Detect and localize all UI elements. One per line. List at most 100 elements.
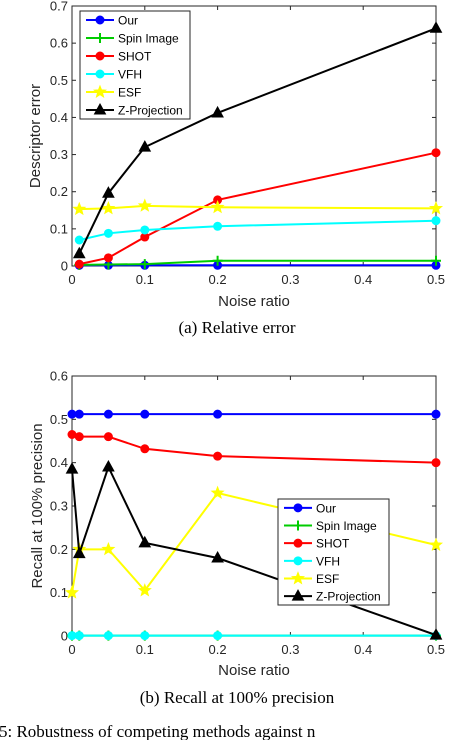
- data-point: [74, 432, 84, 442]
- series-our: [67, 409, 441, 419]
- legend-label: SHOT: [316, 537, 350, 551]
- data-point: [210, 199, 225, 214]
- x-tick-label: 0.5: [427, 642, 445, 657]
- data-point: [137, 198, 152, 212]
- y-tick-label: 0.6: [50, 36, 68, 51]
- chart-caption: (b) Recall at 100% precision: [140, 688, 335, 707]
- chart-relative-error: 0 0.1 0.2 0.3 0.4 0.5 0 0.1 0.2 0.3 0.4 0.5 0.6 0.7 No…: [27, 0, 445, 337]
- data-point: [139, 259, 150, 270]
- data-point: [213, 221, 223, 231]
- x-axis-label: Noise ratio: [218, 293, 290, 310]
- series-shot: [67, 430, 441, 468]
- y-tick-label: 0.7: [50, 0, 68, 14]
- legend-label: Z-Projection: [316, 590, 381, 604]
- x-tick-label: 0.3: [281, 642, 299, 657]
- legend-marker: [95, 33, 105, 43]
- data-point: [101, 201, 116, 215]
- data-point: [103, 228, 113, 238]
- legend-marker: [293, 520, 303, 531]
- y-tick-label: 0.4: [50, 455, 68, 470]
- legend-marker: [291, 589, 305, 601]
- y-tick-label: 0.5: [50, 73, 68, 88]
- legend-item: SHOT: [86, 50, 152, 64]
- legend-item: Spin Image: [284, 519, 377, 533]
- legend-item: ESF: [86, 84, 141, 100]
- y-tick-label: 0.2: [50, 184, 68, 199]
- series-shot: [74, 148, 441, 269]
- data-point: [431, 148, 441, 158]
- data-point: [140, 444, 150, 454]
- data-point: [64, 585, 80, 599]
- legend-label: ESF: [316, 572, 339, 586]
- legend-label: Z-Projection: [118, 104, 183, 118]
- data-point: [65, 462, 79, 474]
- y-axis-label: Recall at 100% precision: [29, 423, 46, 588]
- data-point: [74, 259, 84, 269]
- chart-recall: 0 0.1 0.2 0.3 0.4 0.5 0 0.1 0.2 0.3 0.4 0.5 0.6 Noise…: [29, 369, 445, 708]
- y-tick-label: 0.3: [50, 499, 68, 514]
- data-point: [431, 409, 441, 419]
- x-tick-label: 0: [68, 272, 75, 287]
- data-point: [211, 550, 224, 563]
- y-tick-label: 0.2: [50, 542, 68, 557]
- legend-marker: [293, 556, 303, 566]
- legend-item: Our: [284, 501, 336, 515]
- legend: Our Spin Image SHOT VFH ESF Z-Projection: [79, 10, 191, 120]
- series-line: [71, 464, 437, 637]
- legend-label: VFH: [118, 68, 142, 82]
- y-tick-label: 0.6: [50, 369, 68, 384]
- data-point: [213, 409, 223, 419]
- data-point: [137, 583, 152, 597]
- figure-caption-text: 5: Robustness of competing methods again…: [0, 722, 316, 740]
- legend-label: VFH: [316, 554, 340, 568]
- data-point: [428, 201, 444, 215]
- legend-item: Spin Image: [86, 32, 179, 46]
- data-point: [102, 186, 115, 198]
- legend-marker: [95, 69, 105, 79]
- legend-item: VFH: [86, 68, 142, 82]
- data-point: [72, 246, 86, 259]
- legend-label: ESF: [118, 86, 141, 100]
- legend-box: [79, 10, 191, 120]
- x-tick-label: 0.4: [354, 642, 372, 657]
- data-point: [210, 485, 225, 499]
- data-point: [213, 451, 223, 461]
- data-point: [428, 537, 444, 551]
- legend-marker: [293, 538, 303, 548]
- y-tick-label: 0: [61, 259, 68, 274]
- legend-label: SHOT: [118, 50, 152, 64]
- x-tick-label: 0.1: [136, 642, 154, 657]
- x-tick-label: 0.1: [136, 272, 154, 287]
- data-point: [429, 628, 443, 640]
- data-point: [103, 409, 113, 419]
- data-point: [103, 631, 113, 641]
- legend-marker: [93, 102, 107, 115]
- data-point: [72, 546, 86, 559]
- legend-marker: [290, 571, 306, 585]
- data-point: [102, 459, 115, 472]
- legend-item: Z-Projection: [284, 589, 381, 604]
- y-tick-label: 0.1: [50, 585, 68, 600]
- x-tick-label: 0.2: [209, 272, 227, 287]
- y-tick-label: 0.5: [50, 412, 68, 427]
- data-point: [138, 140, 152, 152]
- x-tick-label: 0.3: [281, 272, 299, 287]
- legend-item: ESF: [284, 571, 339, 586]
- x-tick-label: 0: [68, 642, 75, 657]
- legend-label: Spin Image: [118, 32, 179, 46]
- data-point: [431, 255, 441, 266]
- data-point: [74, 631, 84, 641]
- legend: Our Spin Image SHOT VFH ESF Z-Projection: [277, 498, 390, 606]
- legend-label: Spin Image: [316, 519, 377, 533]
- data-point: [67, 430, 77, 439]
- legend-item: SHOT: [284, 537, 350, 551]
- series-z-projection: [72, 21, 443, 259]
- chart-caption: (a) Relative error: [178, 318, 295, 337]
- data-point: [140, 225, 150, 235]
- legend-marker: [95, 15, 105, 25]
- data-point: [140, 409, 150, 419]
- data-point: [74, 409, 84, 419]
- data-point: [101, 541, 116, 556]
- legend-marker: [92, 84, 108, 98]
- legend-box: [277, 498, 390, 606]
